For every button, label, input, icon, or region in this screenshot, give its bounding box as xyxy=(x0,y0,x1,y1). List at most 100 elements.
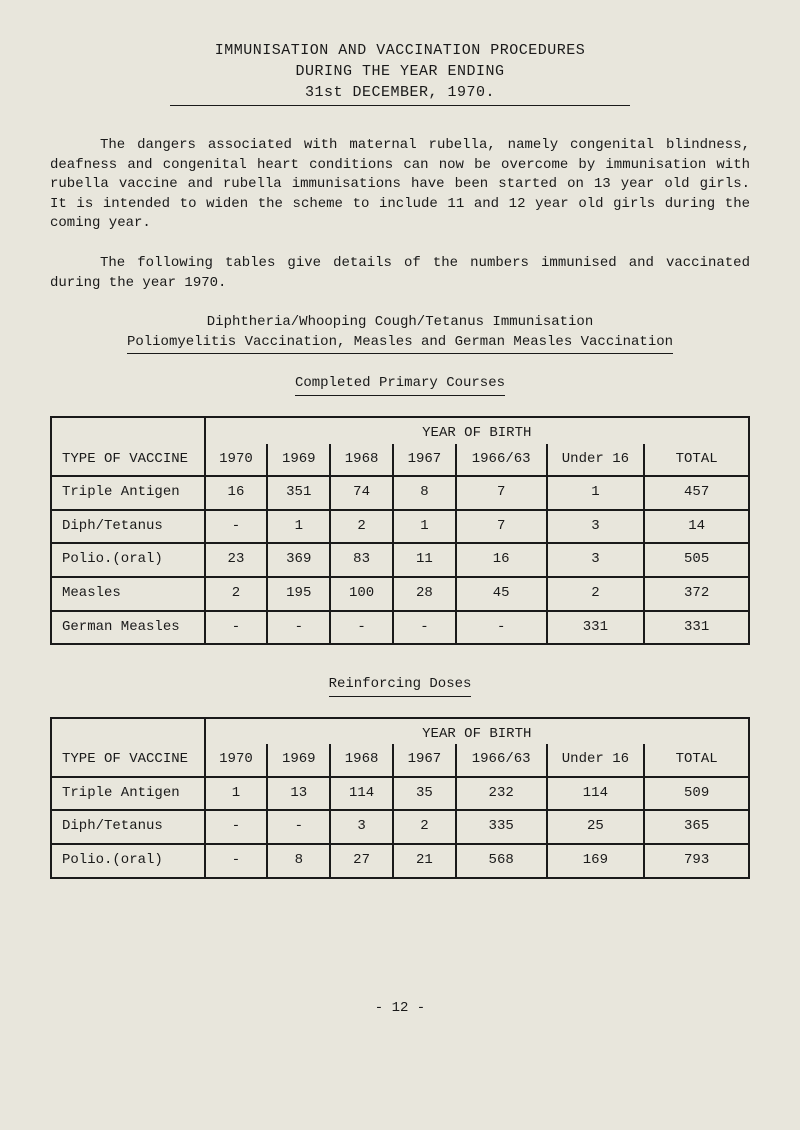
table-row: German Measles-----331331 xyxy=(51,611,749,645)
data-cell: 509 xyxy=(644,777,749,811)
title-block: IMMUNISATION AND VACCINATION PROCEDURES … xyxy=(50,40,750,106)
table-row: Polio.(oral)-82721568169793 xyxy=(51,844,749,878)
th2-1968: 1968 xyxy=(330,744,393,777)
data-cell: - xyxy=(267,611,330,645)
row-label-cell: Diph/Tetanus xyxy=(51,510,205,544)
data-cell: 1 xyxy=(267,510,330,544)
table-row: Measles219510028452372 xyxy=(51,577,749,611)
data-cell: 13 xyxy=(267,777,330,811)
th-total: TOTAL xyxy=(644,444,749,477)
data-cell: 457 xyxy=(644,476,749,510)
data-cell: 8 xyxy=(393,476,456,510)
row-label-cell: Polio.(oral) xyxy=(51,543,205,577)
th-year-span-2: YEAR OF BIRTH xyxy=(205,718,749,745)
row-label-cell: German Measles xyxy=(51,611,205,645)
paragraph-2: The following tables give details of the… xyxy=(50,254,750,293)
data-cell: 21 xyxy=(393,844,456,878)
data-cell: 1 xyxy=(547,476,645,510)
data-cell: 7 xyxy=(456,476,547,510)
data-cell: 2 xyxy=(330,510,393,544)
data-cell: 8 xyxy=(267,844,330,878)
th-1967: 1967 xyxy=(393,444,456,477)
data-cell: - xyxy=(205,810,268,844)
section-heading-1: Diphtheria/Whooping Cough/Tetanus Immuni… xyxy=(50,313,750,354)
data-cell: 16 xyxy=(456,543,547,577)
data-cell: 83 xyxy=(330,543,393,577)
th2-1967: 1967 xyxy=(393,744,456,777)
row-label-cell: Triple Antigen xyxy=(51,476,205,510)
table1-title-wrap: Completed Primary Courses xyxy=(50,374,750,396)
data-cell: 35 xyxy=(393,777,456,811)
data-cell: 14 xyxy=(644,510,749,544)
data-cell: 28 xyxy=(393,577,456,611)
data-cell: - xyxy=(205,510,268,544)
data-cell: 2 xyxy=(393,810,456,844)
data-cell: 3 xyxy=(547,510,645,544)
table-reinforcing-doses: TYPE OF VACCINE YEAR OF BIRTH 1970 1969 … xyxy=(50,717,750,879)
table-row: Triple Antigen11311435232114509 xyxy=(51,777,749,811)
th-1968: 1968 xyxy=(330,444,393,477)
data-cell: 169 xyxy=(547,844,645,878)
table-row: Triple Antigen1635174871457 xyxy=(51,476,749,510)
table1-title: Completed Primary Courses xyxy=(295,374,505,396)
data-cell: 3 xyxy=(330,810,393,844)
table2-title-wrap: Reinforcing Doses xyxy=(50,675,750,697)
data-cell: 1 xyxy=(393,510,456,544)
data-cell: 100 xyxy=(330,577,393,611)
data-cell: 7 xyxy=(456,510,547,544)
table2-wrapper: TYPE OF VACCINE YEAR OF BIRTH 1970 1969 … xyxy=(50,717,750,879)
th-196663: 1966/63 xyxy=(456,444,547,477)
row-label-cell: Diph/Tetanus xyxy=(51,810,205,844)
data-cell: 2 xyxy=(205,577,268,611)
data-cell: - xyxy=(330,611,393,645)
data-cell: 351 xyxy=(267,476,330,510)
data-cell: 365 xyxy=(644,810,749,844)
data-cell: 3 xyxy=(547,543,645,577)
th-1969: 1969 xyxy=(267,444,330,477)
paragraph-1: The dangers associated with maternal rub… xyxy=(50,136,750,234)
table-completed-primary: TYPE OF VACCINE YEAR OF BIRTH 1970 1969 … xyxy=(50,416,750,645)
th-under16: Under 16 xyxy=(547,444,645,477)
data-cell: 11 xyxy=(393,543,456,577)
data-cell: 568 xyxy=(456,844,547,878)
data-cell: 372 xyxy=(644,577,749,611)
data-cell: 331 xyxy=(547,611,645,645)
data-cell: 335 xyxy=(456,810,547,844)
th2-1969: 1969 xyxy=(267,744,330,777)
th2-1970: 1970 xyxy=(205,744,268,777)
title-underline xyxy=(170,105,630,106)
title-line-2: DURING THE YEAR ENDING xyxy=(50,61,750,82)
data-cell: 27 xyxy=(330,844,393,878)
data-cell: - xyxy=(393,611,456,645)
data-cell: - xyxy=(267,810,330,844)
data-cell: 331 xyxy=(644,611,749,645)
th-type: TYPE OF VACCINE xyxy=(51,417,205,476)
data-cell: 16 xyxy=(205,476,268,510)
table1-wrapper: TYPE OF VACCINE YEAR OF BIRTH 1970 1969 … xyxy=(50,416,750,645)
section-line-2: Poliomyelitis Vaccination, Measles and G… xyxy=(127,333,673,355)
row-label-cell: Polio.(oral) xyxy=(51,844,205,878)
title-line-1: IMMUNISATION AND VACCINATION PROCEDURES xyxy=(50,40,750,61)
th2-total: TOTAL xyxy=(644,744,749,777)
section-line-1: Diphtheria/Whooping Cough/Tetanus Immuni… xyxy=(50,313,750,333)
data-cell: 505 xyxy=(644,543,749,577)
data-cell: 114 xyxy=(330,777,393,811)
data-cell: - xyxy=(456,611,547,645)
page-number: - 12 - xyxy=(50,999,750,1019)
table-row: Polio.(oral)233698311163505 xyxy=(51,543,749,577)
row-label-cell: Measles xyxy=(51,577,205,611)
data-cell: 2 xyxy=(547,577,645,611)
table-row: Diph/Tetanus-1217314 xyxy=(51,510,749,544)
th-type-2: TYPE OF VACCINE xyxy=(51,718,205,777)
data-cell: 793 xyxy=(644,844,749,878)
data-cell: - xyxy=(205,844,268,878)
data-cell: - xyxy=(205,611,268,645)
data-cell: 1 xyxy=(205,777,268,811)
table-row: Diph/Tetanus--3233525365 xyxy=(51,810,749,844)
data-cell: 45 xyxy=(456,577,547,611)
data-cell: 114 xyxy=(547,777,645,811)
th-year-span: YEAR OF BIRTH xyxy=(205,417,749,444)
data-cell: 232 xyxy=(456,777,547,811)
row-label-cell: Triple Antigen xyxy=(51,777,205,811)
table2-title: Reinforcing Doses xyxy=(329,675,472,697)
